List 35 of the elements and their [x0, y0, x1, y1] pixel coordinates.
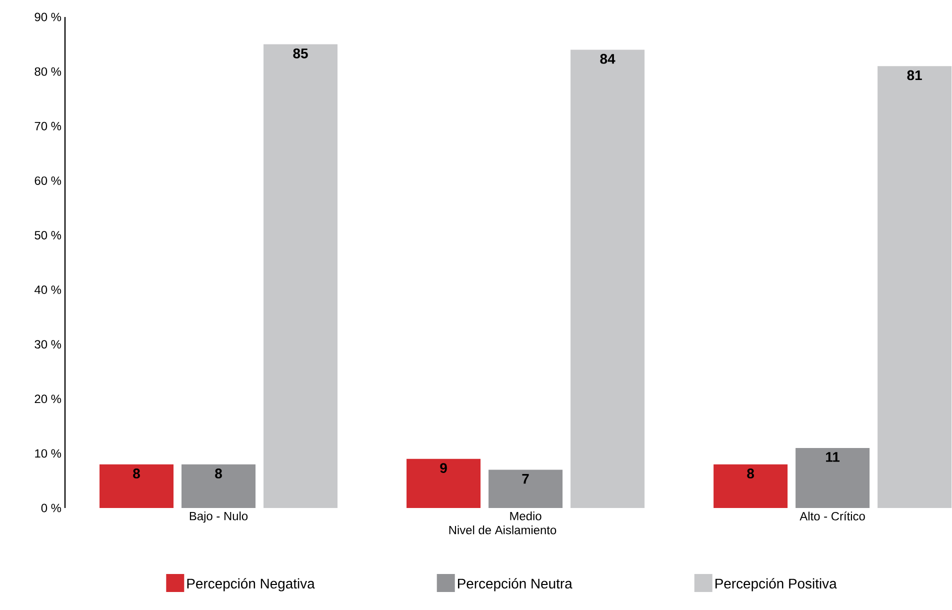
bar [488, 470, 563, 508]
bar [796, 448, 870, 508]
y-tick-label: 10 % [35, 449, 62, 458]
data-label: 81 [907, 70, 922, 80]
legend-label: Percepción Neutra [458, 578, 572, 592]
y-tick-label: 20 % [34, 394, 62, 404]
data-label: 11 [826, 452, 840, 462]
data-label: 8 [133, 468, 140, 478]
bar [406, 458, 481, 508]
data-label: 9 [440, 463, 447, 473]
data-label: 8 [215, 468, 222, 478]
legend-label: Percepción Negativa [187, 578, 315, 592]
x-axis-title: Nivel de Aislamiento [449, 526, 556, 534]
x-tick-label: Medio [510, 512, 542, 520]
data-label: 84 [600, 54, 616, 64]
bar [570, 50, 645, 508]
bar [100, 464, 174, 508]
y-tick-label: 90 % [34, 12, 62, 22]
y-tick-label: 80 % [34, 67, 62, 76]
y-tick-label: 40 % [34, 286, 62, 294]
y-tick-label: 70 % [34, 122, 62, 130]
x-tick-label: Alto - Crítico [800, 512, 865, 520]
y-tick-label: 30 % [34, 340, 62, 349]
data-label: 8 [747, 468, 754, 478]
data-label: 7 [522, 474, 529, 484]
bar [182, 464, 256, 508]
data-label: 85 [293, 48, 308, 58]
bar [878, 66, 952, 508]
bar [714, 464, 788, 508]
y-tick-label: 60 % [34, 176, 62, 185]
bar [264, 44, 338, 508]
y-tick-label: 50 % [34, 230, 62, 240]
y-tick-label: 0 % [41, 504, 62, 512]
x-tick-label: Bajo - Nulo [190, 512, 248, 523]
legend-label: Percepción Positiva [715, 578, 837, 592]
